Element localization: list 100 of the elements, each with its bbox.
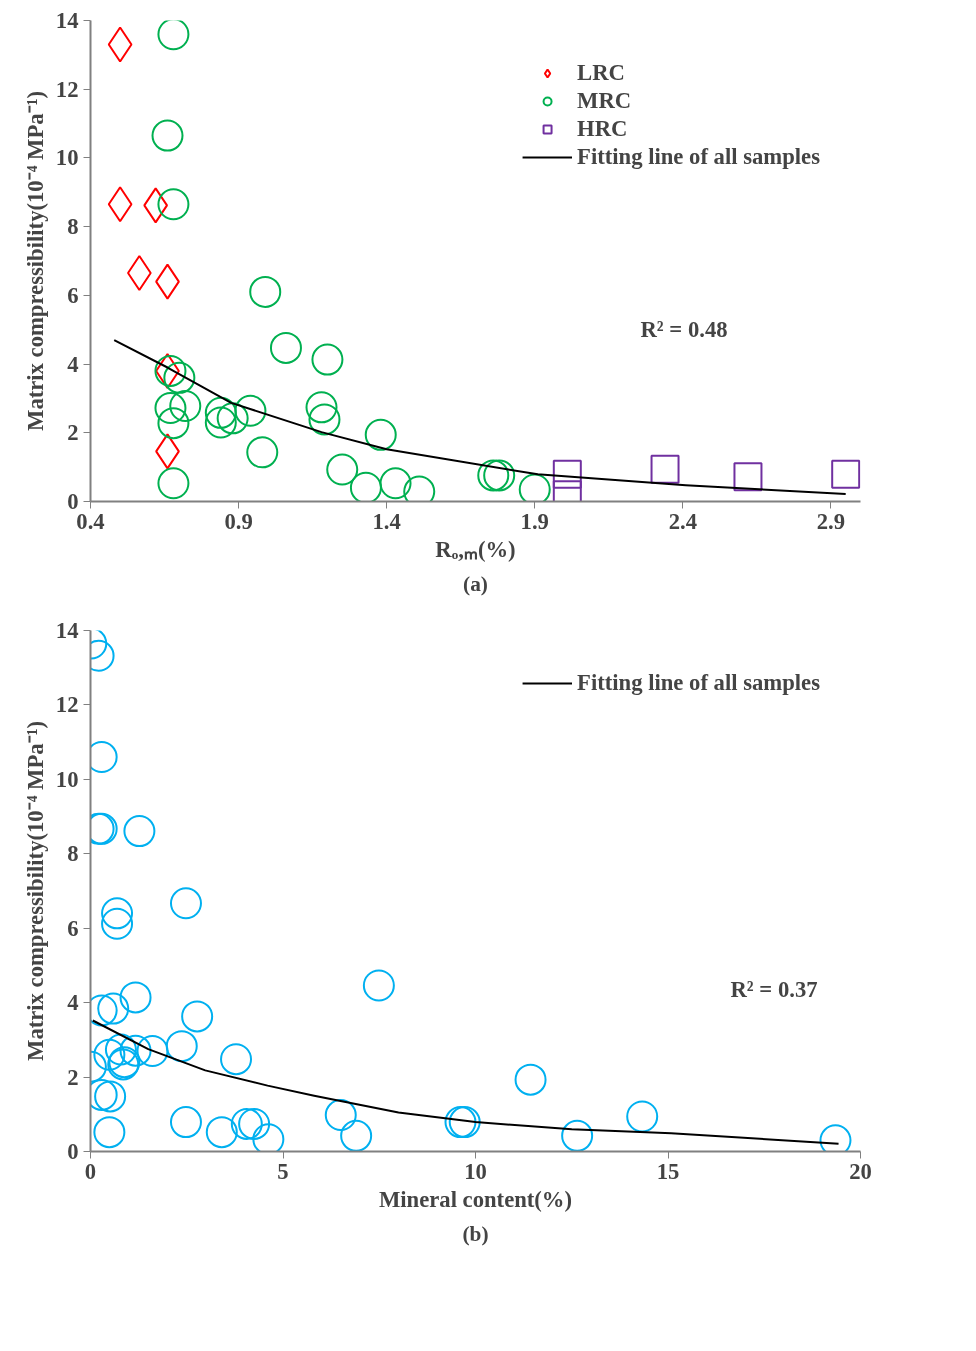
point — [626, 1100, 659, 1133]
point — [364, 418, 397, 451]
y-tick-label: 14 — [55, 618, 79, 643]
point — [157, 188, 190, 221]
point — [252, 1123, 285, 1152]
point — [246, 436, 279, 469]
line-series — [113, 339, 847, 495]
legend-label: MRC — [577, 88, 632, 114]
point — [204, 406, 237, 439]
point — [93, 1116, 126, 1149]
point — [831, 459, 861, 489]
y-tick-label: 8 — [67, 841, 79, 867]
x-axis-title: Mineral content(%) — [378, 1186, 573, 1212]
point — [169, 887, 202, 920]
point — [169, 390, 202, 422]
point — [205, 1116, 238, 1149]
x-axis-title: Rₒ,ₘ(%) — [435, 536, 516, 562]
point — [561, 1119, 594, 1152]
point — [101, 907, 134, 940]
legend-label: Fitting line of all samples — [577, 144, 820, 170]
y-tick-label: 4 — [67, 990, 79, 1016]
x-tick-label: 2.4 — [668, 508, 697, 534]
point — [230, 1107, 263, 1140]
point — [157, 467, 190, 500]
text: (b) — [462, 1221, 489, 1246]
y-tick-label: 10 — [55, 145, 79, 171]
point — [151, 119, 184, 152]
point — [157, 20, 190, 51]
point — [104, 1033, 137, 1066]
line-series — [91, 1019, 840, 1145]
point — [93, 1038, 126, 1071]
point — [269, 331, 302, 364]
annotation: R² = 0.48 — [640, 316, 728, 342]
y-tick-label: 2 — [67, 420, 79, 446]
point — [650, 454, 680, 484]
point — [165, 1030, 198, 1063]
point — [119, 1034, 152, 1067]
point — [123, 815, 156, 848]
x-tick-label: 10 — [464, 1158, 487, 1184]
point — [94, 1080, 127, 1113]
y-tick-label: 0 — [67, 1139, 79, 1164]
x-tick-label: 0.9 — [224, 508, 253, 534]
point — [204, 396, 237, 429]
text: (a) — [463, 571, 488, 596]
x-tick-label: 0 — [84, 1158, 97, 1184]
legend-label: HRC — [577, 116, 628, 142]
point — [379, 467, 412, 500]
y-tick-label: 12 — [55, 76, 79, 102]
point — [163, 361, 196, 394]
point — [234, 394, 267, 427]
point — [518, 473, 551, 502]
y-tick-label: 6 — [67, 915, 79, 941]
point — [181, 1000, 214, 1033]
x-tick-label: 1.9 — [520, 508, 549, 534]
point — [216, 402, 249, 435]
y-tick-label: 14 — [55, 8, 79, 33]
point — [324, 1099, 357, 1131]
point — [157, 407, 190, 440]
y-tick-label: 12 — [55, 692, 79, 718]
point — [107, 186, 133, 223]
point — [326, 453, 359, 486]
point — [136, 1035, 169, 1067]
point — [477, 459, 510, 492]
x-tick-label: 2.9 — [816, 508, 846, 534]
point — [249, 275, 282, 308]
point — [308, 403, 341, 436]
x-tick-label: 1.4 — [372, 508, 401, 534]
x-tick-label: 5 — [277, 1158, 289, 1184]
point — [552, 459, 582, 489]
point — [97, 992, 130, 1025]
y-tick-label: 0 — [67, 489, 79, 514]
point — [154, 354, 187, 387]
point — [238, 1107, 271, 1140]
point — [101, 897, 134, 930]
legend-label: LRC — [577, 60, 625, 86]
point — [220, 1043, 253, 1076]
y-tick-label: 6 — [67, 282, 79, 308]
point — [119, 981, 152, 1014]
annotation: R² = 0.37 — [730, 976, 818, 1002]
y-tick-label: 4 — [67, 351, 79, 377]
x-tick-label: 20 — [849, 1158, 872, 1184]
point — [514, 1063, 547, 1096]
point — [349, 471, 382, 502]
point — [362, 969, 395, 1002]
point — [154, 392, 187, 425]
point — [483, 459, 516, 492]
point — [733, 462, 763, 492]
y-axis-title: Matrix compressibility(10⁻⁴ MPa⁻¹) — [22, 91, 48, 431]
y-axis-title: Matrix compressibility(10⁻⁴ MPa⁻¹) — [22, 721, 48, 1061]
y-tick-label: 8 — [67, 214, 79, 240]
y-tick-label: 2 — [67, 1064, 79, 1090]
point — [169, 1106, 202, 1139]
y-tick-label: 10 — [55, 766, 79, 792]
x-tick-label: 0.4 — [76, 508, 105, 534]
point — [107, 26, 133, 63]
point — [311, 343, 344, 376]
legend-label: Fitting line of all samples — [577, 670, 820, 696]
point — [340, 1119, 373, 1152]
point — [305, 391, 338, 424]
x-tick-label: 15 — [656, 1158, 680, 1184]
